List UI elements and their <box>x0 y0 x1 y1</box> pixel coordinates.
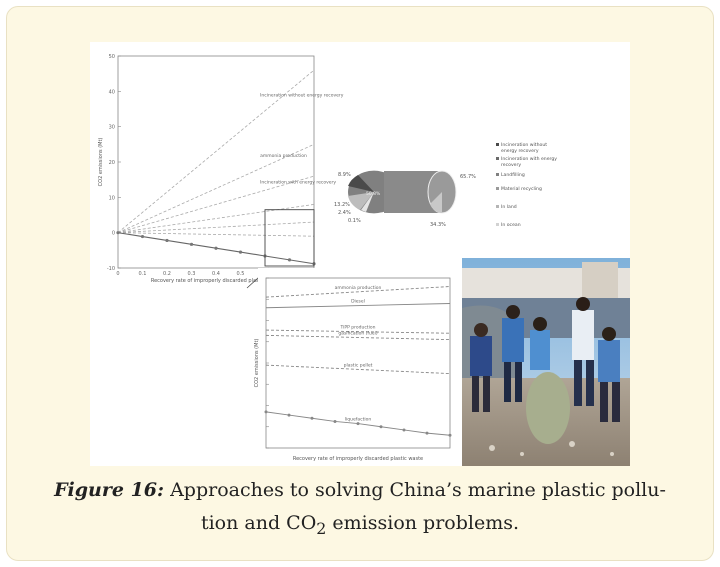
series-point <box>356 422 360 426</box>
series-point <box>379 425 383 429</box>
caption-line-2: tion and CO2 emission problems. <box>20 507 700 545</box>
y-axis-label: CO2 emissions (Mt) <box>254 339 260 388</box>
series-line <box>117 204 315 234</box>
series-label: Incineration without energy recovery <box>260 92 344 98</box>
beach-cleanup-photo <box>462 258 630 466</box>
series-line <box>117 175 315 234</box>
series-point <box>287 258 292 262</box>
series-point <box>116 231 120 235</box>
zoom-box <box>264 209 315 267</box>
chart-zoom: ammonia production Diesel TiPP productiong… <box>254 268 462 466</box>
caption-line-1: Figure 16: Approaches to solving China’s… <box>20 474 700 507</box>
series-label: ammonia production <box>335 285 382 291</box>
series-line <box>117 221 315 234</box>
legend-swatch <box>496 173 499 176</box>
legend-label: Incineration with energy <box>501 156 557 162</box>
series-point <box>310 416 314 420</box>
pie-slice <box>348 192 374 210</box>
y-tick-label: -10 <box>107 266 115 272</box>
caption-label: Figure 16: <box>54 479 165 501</box>
x-tick-label: 0 <box>116 271 119 277</box>
series-point <box>287 413 291 417</box>
beach-cleanup-photo-icon <box>462 258 630 466</box>
pie-slice <box>348 175 374 192</box>
series-point <box>140 234 145 239</box>
series-line <box>265 334 451 341</box>
series-line <box>265 286 451 298</box>
y-axis-label: CO2 emissions (Mt) <box>98 138 104 187</box>
series-label: plastic pellet <box>344 362 373 368</box>
legend-swatch <box>496 205 499 208</box>
series-line <box>265 364 451 375</box>
pie-detail-slice <box>430 192 442 214</box>
pie-slice-label: 2.4% <box>338 210 351 216</box>
series-point <box>402 428 406 432</box>
y-tick-label: 30 <box>109 125 115 131</box>
series-point <box>264 410 268 414</box>
legend-swatch <box>496 157 499 160</box>
x-tick-label: 0.2 <box>163 271 171 277</box>
pie-slice <box>361 192 374 212</box>
series-label: Diesel <box>351 299 365 305</box>
series-line <box>117 143 315 234</box>
series-point <box>214 246 218 250</box>
series-label: Incineration with energy recovery <box>260 179 336 185</box>
x-tick-label: 0.5 <box>237 271 245 277</box>
series-point <box>448 433 452 437</box>
figure-panel: 50403020100-1000.10.20.30.40.50.60.70.8R… <box>90 42 630 466</box>
x-axis-label: Recovery rate of improperly discarded pl… <box>293 456 423 462</box>
chart-main: 50403020100-1000.10.20.30.40.50.60.70.8R… <box>98 54 344 289</box>
legend-label: Material recycling <box>501 186 542 192</box>
pie-slice-label: 8.9% <box>338 172 351 178</box>
series-label: gasification (fuel) <box>338 331 378 337</box>
legend-label-cont: energy recovery <box>501 148 539 154</box>
series-point <box>425 431 429 435</box>
legend-swatch <box>496 187 499 190</box>
legend-label: Incineration without <box>501 142 547 148</box>
series-point <box>238 250 243 254</box>
figure-caption: Figure 16: Approaches to solving China’s… <box>20 474 700 545</box>
x-tick-label: 0.3 <box>188 271 196 277</box>
legend-label: In ocean <box>501 222 521 228</box>
chart1-axes-box <box>117 55 315 269</box>
y-tick-label: 0 <box>112 231 115 237</box>
y-tick-label: 10 <box>109 195 115 201</box>
pie-slice-label: 13.2% <box>334 202 350 208</box>
legend-label: Landfilling <box>501 172 525 178</box>
legend-label: In land <box>501 204 517 210</box>
series-label: TiPP production <box>340 325 376 331</box>
caption-text-1: Approaches to solving China’s marine pla… <box>164 479 666 501</box>
series-point <box>333 419 337 423</box>
pie-chart: 8.9% 13.2% 2.4% 0.1% 50.8% 65.7% 34.3% Incinera… <box>334 142 557 228</box>
y-tick-label: 20 <box>109 160 115 166</box>
pie-detail-body <box>384 171 442 213</box>
caption-text-2a: tion and CO <box>200 512 317 534</box>
legend-swatch <box>496 223 499 226</box>
x-tick-label: 0.4 <box>212 271 220 277</box>
legend-label-cont: recovery <box>501 162 521 168</box>
y-tick-label: 40 <box>109 89 115 95</box>
caption-sub: 2 <box>316 518 327 538</box>
series-line <box>265 303 451 309</box>
legend-swatch <box>496 143 499 146</box>
series-line <box>117 232 315 237</box>
caption-text-2b: emission problems. <box>326 512 520 534</box>
figure-svg: 50403020100-1000.10.20.30.40.50.60.70.8R… <box>98 54 557 466</box>
pie-detail-label: 65.7% <box>460 174 476 180</box>
series-point <box>165 238 169 243</box>
x-axis-label: Recovery rate of improperly discarded pl… <box>151 278 281 284</box>
y-tick-label: 50 <box>109 54 115 60</box>
series-line <box>117 69 315 233</box>
series-label: ammonia production <box>260 153 307 159</box>
pie-center-label: 50.8% <box>366 191 381 197</box>
x-tick-label: 0.1 <box>139 271 147 277</box>
pie-slice-label: 0.1% <box>348 218 361 224</box>
pie-detail-label: 34.3% <box>430 222 446 228</box>
series-line <box>265 329 451 334</box>
series-label: liquefaction <box>345 417 372 423</box>
series-point <box>189 242 194 246</box>
